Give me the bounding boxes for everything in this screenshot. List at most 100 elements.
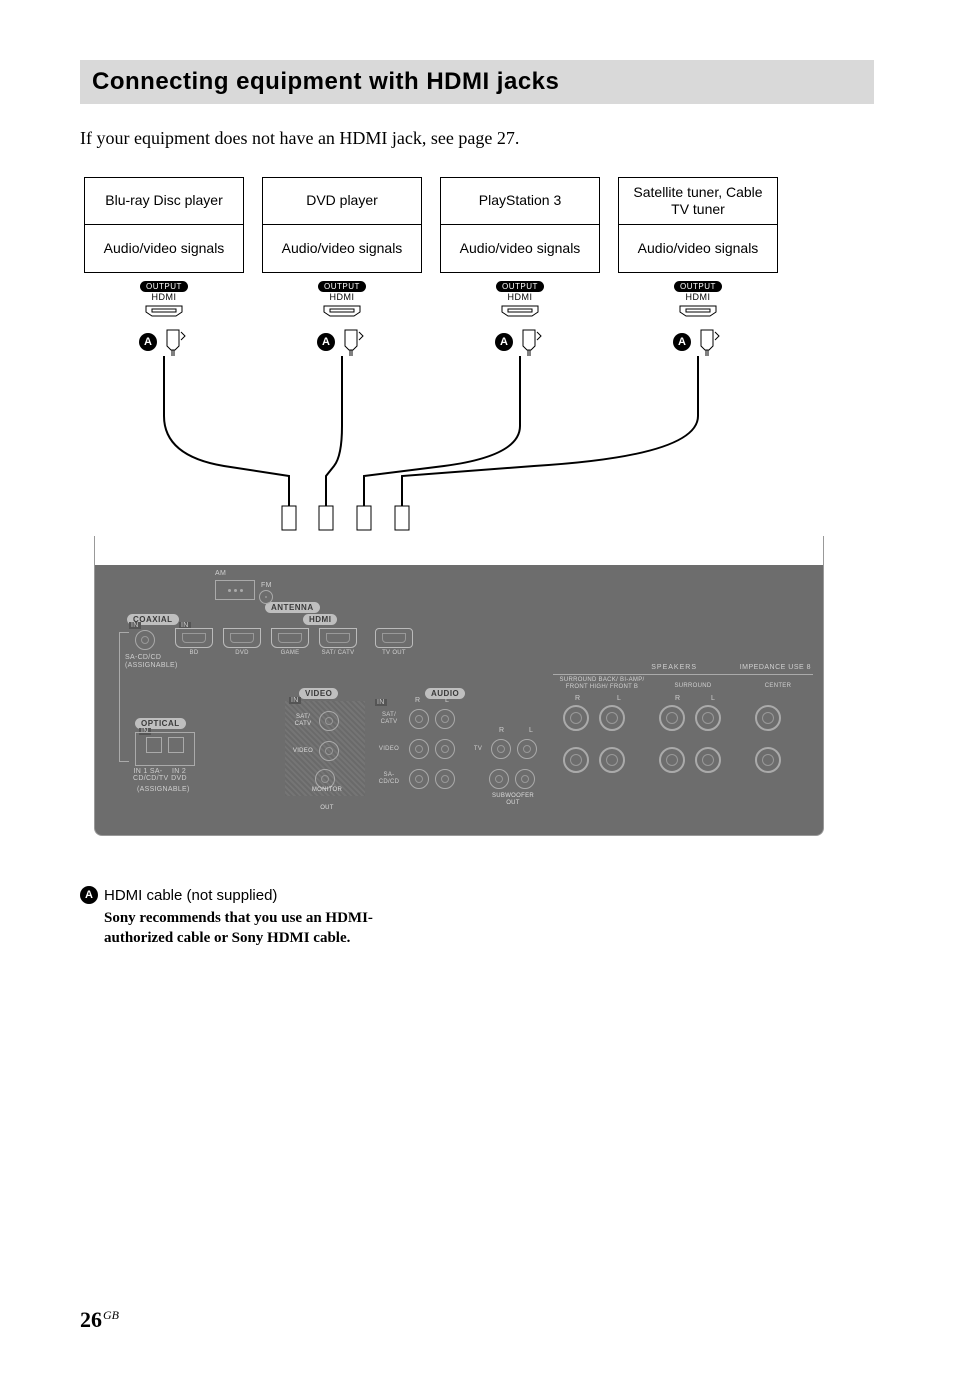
speaker-terminal-icon bbox=[599, 705, 625, 731]
video-row: SAT/ CATV bbox=[291, 711, 339, 731]
video-in: IN bbox=[289, 697, 301, 704]
coax-in: IN bbox=[129, 622, 141, 629]
antenna-block bbox=[215, 580, 255, 600]
in-bracket bbox=[119, 632, 129, 762]
hdmi-port: DVD bbox=[223, 628, 261, 657]
sp-l: L bbox=[617, 695, 621, 702]
antenna-label: ANTENNA bbox=[265, 602, 320, 613]
page-suffix: GB bbox=[103, 1308, 119, 1322]
speaker-terminal-icon bbox=[755, 747, 781, 773]
hdmi-in-icon bbox=[223, 628, 261, 648]
fm-jack-icon bbox=[259, 590, 273, 604]
video-row: VIDEO bbox=[291, 741, 339, 761]
hdmi-out-port: TV OUT bbox=[375, 628, 413, 657]
cable-svg bbox=[84, 356, 824, 536]
optical-port-icon bbox=[168, 737, 184, 753]
audio-in: IN bbox=[375, 699, 387, 706]
audio-row-label: SA-CD/CD bbox=[375, 772, 403, 785]
marker-a: A bbox=[495, 333, 513, 351]
receiver-back-panel: ANTENNA AM FM COAXIAL SA-CD/CD (ASSIGNAB… bbox=[94, 536, 824, 836]
sp-surround-back: SURROUND BACK/ BI-AMP/ FRONT HIGH/ FRONT… bbox=[557, 677, 647, 690]
sp-r: R bbox=[575, 695, 580, 702]
output-pill: OUTPUT bbox=[140, 281, 188, 292]
hdmi-text: HDMI bbox=[151, 292, 176, 302]
rca-jack-icon bbox=[515, 769, 535, 789]
device-signal: Audio/video signals bbox=[262, 225, 422, 273]
speaker-row bbox=[563, 747, 781, 773]
device-name: Satellite tuner, Cable TV tuner bbox=[618, 177, 778, 225]
speaker-terminal-icon bbox=[695, 747, 721, 773]
cable-head: A bbox=[317, 328, 367, 356]
hdmi-port: BD bbox=[175, 628, 213, 657]
hdmi-port-row: BD DVD GAME SAT/ CATV TV OUT bbox=[175, 628, 413, 657]
cable-head: A bbox=[139, 328, 189, 356]
device-row: Blu-ray Disc player Audio/video signals … bbox=[84, 177, 824, 356]
device-signal: Audio/video signals bbox=[618, 225, 778, 273]
output-label: OUTPUT HDMI bbox=[496, 281, 544, 318]
optical-assignable: (ASSIGNABLE) bbox=[137, 786, 190, 793]
speaker-terminal-icon bbox=[659, 747, 685, 773]
hdmi-plug-icon bbox=[695, 328, 723, 356]
hdmi-port-icon bbox=[322, 304, 362, 318]
fm-label: FM bbox=[261, 582, 272, 589]
sp-surround: SURROUND bbox=[663, 683, 723, 690]
device-name: PlayStation 3 bbox=[440, 177, 600, 225]
device-col: DVD player Audio/video signals OUTPUT HD… bbox=[262, 177, 422, 356]
audio-section: IN R L SAT/ CATV VIDEO TV bbox=[375, 701, 575, 801]
video-label: VIDEO bbox=[299, 688, 338, 699]
marker-a: A bbox=[317, 333, 335, 351]
rca-jack-icon bbox=[409, 769, 429, 789]
hdmi-port-label: GAME bbox=[281, 650, 300, 657]
hdmi-port-icon bbox=[678, 304, 718, 318]
audio-row-label: VIDEO bbox=[375, 746, 403, 753]
hdmi-port-label: SAT/ CATV bbox=[322, 650, 355, 657]
sp-center: CENTER bbox=[753, 683, 803, 690]
cable-head: A bbox=[495, 328, 545, 356]
legend-note: Sony recommends that you use an HDMI-aut… bbox=[104, 908, 424, 949]
hdmi-plug-icon bbox=[517, 328, 545, 356]
section-title: Connecting equipment with HDMI jacks bbox=[92, 68, 862, 96]
hdmi-out-icon bbox=[375, 628, 413, 648]
device-signal: Audio/video signals bbox=[440, 225, 600, 273]
tv-label: TV bbox=[471, 746, 485, 753]
page-number-value: 26 bbox=[80, 1307, 102, 1332]
hdmi-in-icon bbox=[271, 628, 309, 648]
receiver-foot bbox=[145, 835, 245, 836]
cable-head: A bbox=[673, 328, 723, 356]
subwoofer-label: SUBWOOFER OUT bbox=[485, 793, 541, 806]
hdmi-port-icon bbox=[500, 304, 540, 318]
output-label: OUTPUT HDMI bbox=[674, 281, 722, 318]
hdmi-plug-icon bbox=[161, 328, 189, 356]
marker-a: A bbox=[139, 333, 157, 351]
intro-text: If your equipment does not have an HDMI … bbox=[80, 128, 874, 149]
monitor-out: MONITOR OUT bbox=[309, 778, 345, 814]
audio-row: VIDEO TV bbox=[375, 739, 537, 759]
coax-sacd: SA-CD/CD bbox=[125, 654, 161, 661]
audio-r: R bbox=[415, 697, 420, 704]
device-name: Blu-ray Disc player bbox=[84, 177, 244, 225]
legend-row: A HDMI cable (not supplied) bbox=[80, 886, 874, 904]
hdmi-plug-icon bbox=[339, 328, 367, 356]
coax-assignable: (ASSIGNABLE) bbox=[125, 662, 178, 669]
speaker-row bbox=[563, 705, 781, 731]
hdmi-port-label: BD bbox=[190, 650, 199, 657]
speaker-terminal-icon bbox=[659, 705, 685, 731]
output-pill: OUTPUT bbox=[318, 281, 366, 292]
hdmi-text: HDMI bbox=[685, 292, 710, 302]
tv-r: R bbox=[499, 727, 504, 734]
device-col: Satellite tuner, Cable TV tuner Audio/vi… bbox=[618, 177, 778, 356]
rca-jack-icon bbox=[435, 739, 455, 759]
cable-routing bbox=[84, 356, 824, 536]
legend: A HDMI cable (not supplied) Sony recomme… bbox=[80, 886, 874, 949]
panel-clip bbox=[94, 536, 824, 565]
device-col: PlayStation 3 Audio/video signals OUTPUT… bbox=[440, 177, 600, 356]
hdmi-in-icon bbox=[175, 628, 213, 648]
hdmi-port: SAT/ CATV bbox=[319, 628, 357, 657]
output-pill: OUTPUT bbox=[674, 281, 722, 292]
rca-jack-icon bbox=[319, 711, 339, 731]
device-name: DVD player bbox=[262, 177, 422, 225]
output-label: OUTPUT HDMI bbox=[140, 281, 188, 318]
hdmi-in-icon bbox=[319, 628, 357, 648]
audio-row: SA-CD/CD bbox=[375, 769, 455, 789]
hdmi-port: GAME bbox=[271, 628, 309, 657]
